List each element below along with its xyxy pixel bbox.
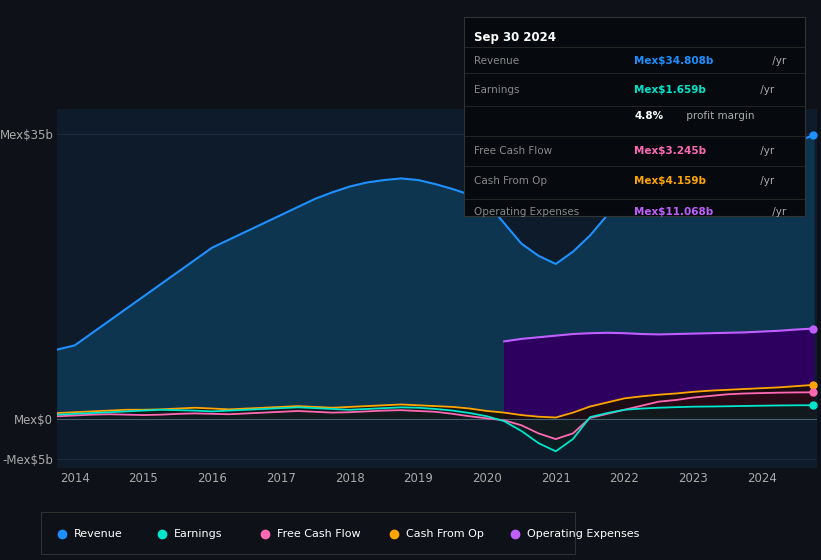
Text: /yr: /yr	[769, 207, 787, 217]
Text: Revenue: Revenue	[74, 529, 123, 539]
Text: Earnings: Earnings	[173, 529, 222, 539]
Text: Free Cash Flow: Free Cash Flow	[277, 529, 360, 539]
Text: Earnings: Earnings	[474, 85, 520, 95]
Text: /yr: /yr	[757, 146, 774, 156]
Text: profit margin: profit margin	[683, 111, 754, 121]
Text: Operating Expenses: Operating Expenses	[527, 529, 639, 539]
Text: /yr: /yr	[757, 176, 774, 186]
Text: Cash From Op: Cash From Op	[474, 176, 547, 186]
Text: 4.8%: 4.8%	[635, 111, 663, 121]
Text: Cash From Op: Cash From Op	[406, 529, 484, 539]
Text: Mex$1.659b: Mex$1.659b	[635, 85, 706, 95]
Text: Mex$4.159b: Mex$4.159b	[635, 176, 706, 186]
Text: Free Cash Flow: Free Cash Flow	[474, 146, 553, 156]
Text: /yr: /yr	[769, 55, 787, 66]
Text: Sep 30 2024: Sep 30 2024	[474, 31, 556, 44]
Text: Revenue: Revenue	[474, 55, 519, 66]
Text: Mex$11.068b: Mex$11.068b	[635, 207, 713, 217]
Text: Mex$3.245b: Mex$3.245b	[635, 146, 706, 156]
Text: Mex$34.808b: Mex$34.808b	[635, 55, 713, 66]
Text: /yr: /yr	[757, 85, 774, 95]
Text: Operating Expenses: Operating Expenses	[474, 207, 580, 217]
